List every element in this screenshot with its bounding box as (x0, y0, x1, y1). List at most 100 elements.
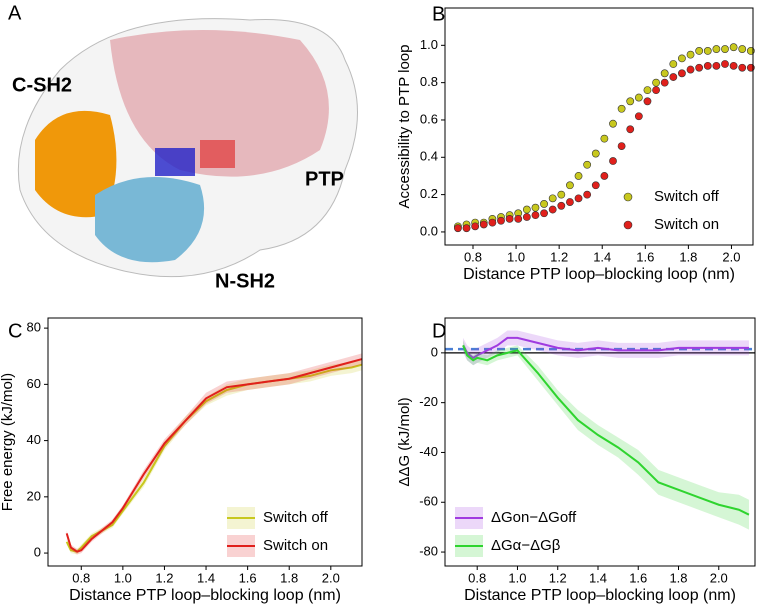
point (522, 213, 531, 221)
point (583, 160, 592, 169)
point (678, 54, 686, 63)
point (591, 149, 600, 158)
y-tick-label: 0.4 (420, 149, 438, 164)
x-tick-label: 1.0 (508, 570, 526, 585)
point (454, 224, 462, 233)
x-axis-label: Distance PTP loop–blocking loop (nm) (463, 266, 735, 283)
domain-label: N-SH2 (215, 270, 275, 292)
legend-label: ΔGon−ΔGoff (491, 509, 577, 526)
point (721, 60, 729, 68)
blocking-loop (155, 148, 195, 176)
plot-frame (444, 317, 756, 567)
point (531, 211, 540, 220)
x-tick-label: 0.8 (72, 570, 90, 585)
y-tick-label: 40 (27, 432, 41, 447)
x-tick-label: 1.8 (669, 570, 687, 585)
point (643, 86, 652, 95)
point (462, 224, 471, 233)
point (729, 43, 738, 52)
legend-label: Switch on (263, 537, 328, 554)
point (574, 172, 583, 180)
y-tick-label: -60 (419, 494, 438, 509)
error-band (463, 340, 749, 530)
x-tick-label: 1.6 (629, 570, 647, 585)
x-tick-label: 1.2 (549, 570, 567, 585)
point (712, 61, 721, 70)
x-tick-label: 1.6 (636, 249, 654, 264)
x-tick-label: 0.8 (468, 570, 486, 585)
x-tick-label: 1.2 (550, 249, 568, 264)
point (738, 63, 747, 72)
point (548, 205, 557, 214)
legend-label: Switch off (263, 509, 329, 526)
n-sh2-domain (95, 177, 205, 263)
point (669, 73, 678, 81)
line (65, 358, 363, 553)
c-sh2-domain (35, 110, 117, 218)
point (729, 61, 738, 70)
protein-structure (17, 18, 358, 278)
point (660, 69, 669, 78)
point (617, 104, 626, 113)
point (583, 190, 592, 199)
line (462, 336, 749, 360)
y-tick-label: 0 (431, 344, 438, 359)
x-tick-label: 1.0 (507, 249, 525, 264)
ptp-loop (200, 140, 235, 168)
legend-marker (623, 220, 633, 230)
point (540, 200, 548, 208)
point (531, 203, 540, 212)
point (660, 78, 669, 87)
x-tick-label: 1.4 (197, 570, 215, 585)
point (566, 198, 574, 206)
panel-letter: C (8, 320, 22, 342)
point (548, 194, 557, 203)
point (514, 214, 523, 223)
y-tick-label: -20 (419, 394, 438, 409)
point (634, 93, 643, 102)
point (557, 201, 566, 210)
legend-label: ΔGα−ΔGβ (491, 537, 561, 554)
point (557, 190, 566, 199)
point (703, 47, 712, 55)
legend-marker (623, 192, 633, 202)
point (617, 142, 626, 150)
point (634, 112, 643, 121)
point (626, 97, 635, 106)
point (695, 47, 704, 55)
y-tick-label: 0 (34, 545, 41, 560)
legend-label: Switch off (654, 188, 720, 205)
point (686, 50, 695, 59)
point (686, 65, 695, 74)
point (574, 194, 583, 203)
x-tick-label: 1.4 (593, 249, 611, 264)
point (712, 45, 721, 53)
point (678, 69, 686, 78)
point (566, 181, 574, 190)
point (497, 216, 505, 225)
point (600, 134, 609, 143)
panel-letter: D (432, 320, 446, 342)
point (643, 97, 652, 106)
point (609, 157, 617, 165)
x-tick-label: 1.0 (114, 570, 132, 585)
y-tick-label: 0.0 (420, 223, 438, 238)
x-tick-label: 1.2 (155, 570, 173, 585)
point (540, 209, 548, 218)
x-tick-label: 1.8 (280, 570, 298, 585)
x-tick-label: 2.0 (722, 249, 740, 264)
point (652, 78, 660, 87)
point (505, 214, 514, 223)
y-tick-label: 80 (27, 320, 41, 335)
y-tick-label: 0.8 (420, 74, 438, 89)
x-tick-label: 1.4 (589, 570, 607, 585)
point (703, 61, 712, 70)
point (721, 45, 729, 53)
y-tick-label: -40 (419, 444, 438, 459)
domain-label: C-SH2 (12, 74, 72, 96)
y-tick-label: 1.0 (420, 37, 438, 52)
x-tick-label: 1.8 (679, 249, 697, 264)
point (626, 125, 635, 134)
point (609, 119, 617, 128)
